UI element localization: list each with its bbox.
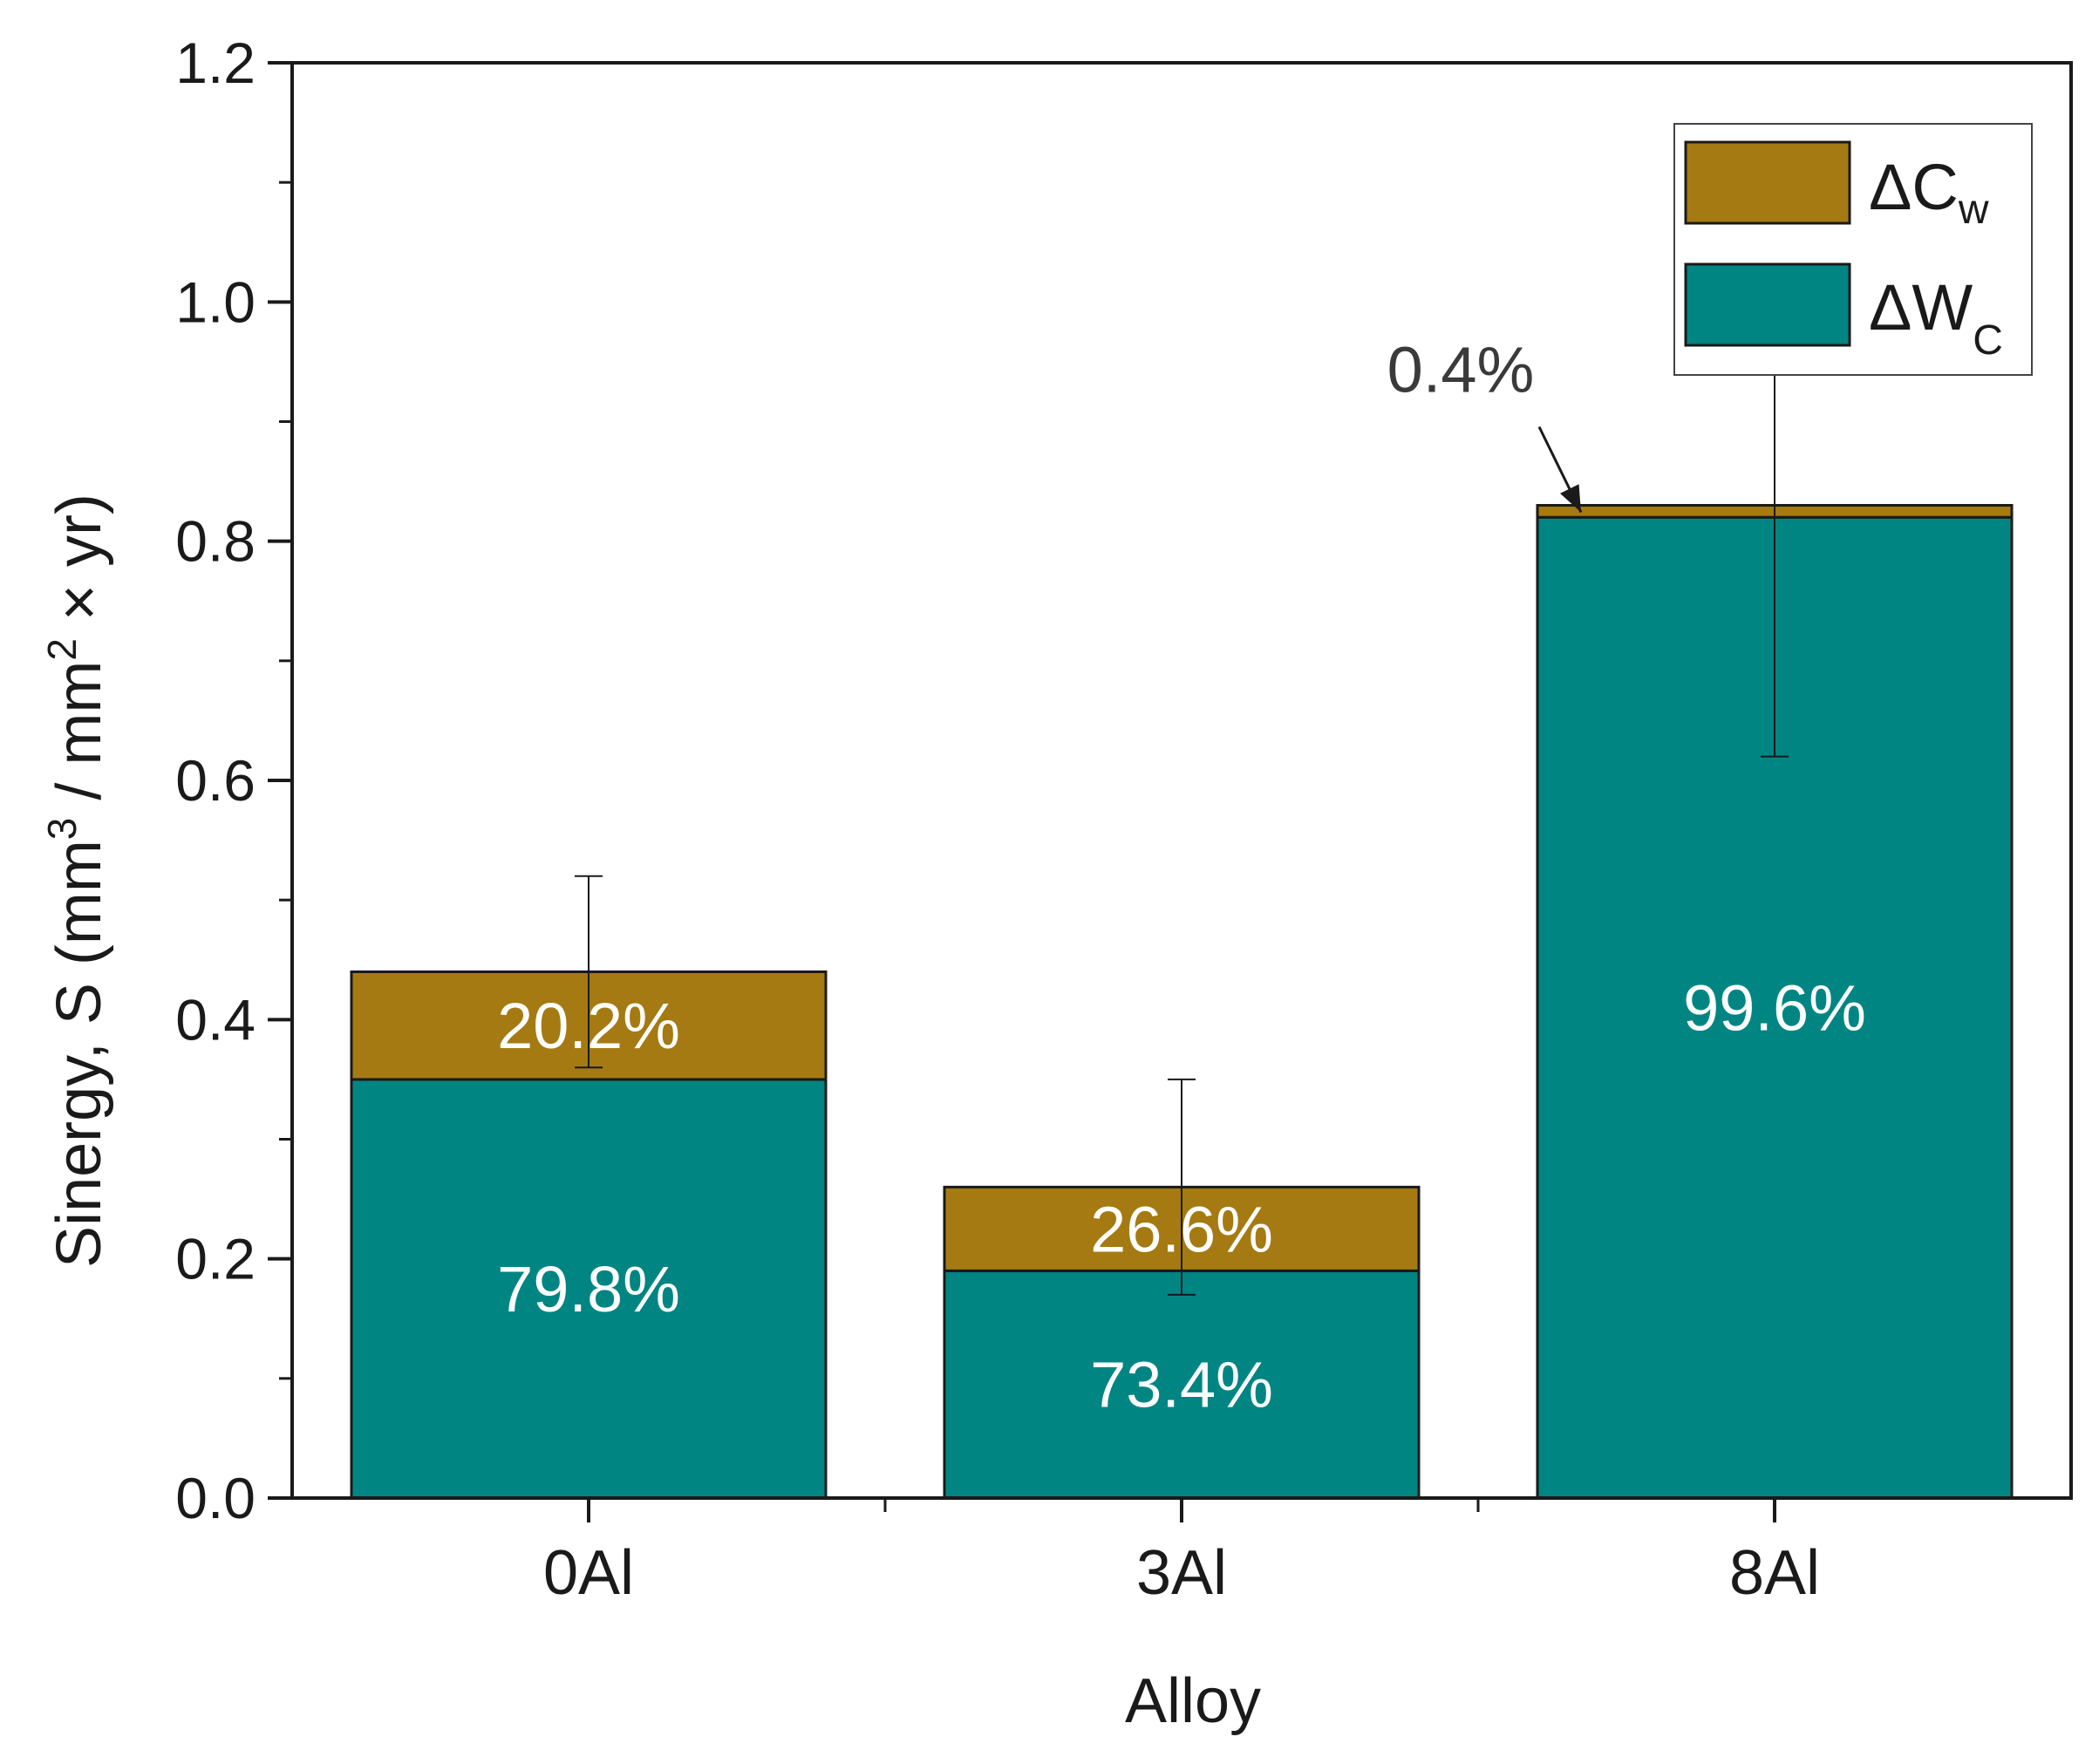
y-axis-title: Sinergy, S (mm3 / mm2 × yr) bbox=[39, 494, 114, 1268]
x-tick-label-0al: 0Al bbox=[543, 1538, 634, 1608]
data-label-wc-0al: 79.8% bbox=[497, 1253, 680, 1325]
plot-area: 0.0 0.2 0.4 0.6 0.8 1.0 1.2 0Al 3Al 8Al 79.8% 20.2%… bbox=[175, 31, 2073, 1608]
data-label-cw-3al: 26.6% bbox=[1090, 1193, 1273, 1265]
y-tick-label: 0.8 bbox=[175, 509, 256, 574]
legend: ΔCw ΔWC bbox=[1673, 123, 2033, 376]
y-tick-label: 0.6 bbox=[175, 748, 256, 813]
x-tick-label-3al: 3Al bbox=[1136, 1538, 1227, 1608]
data-label-wc-8al: 99.6% bbox=[1683, 972, 1866, 1045]
y-tick-label: 1.0 bbox=[175, 269, 256, 334]
data-label-wc-3al: 73.4% bbox=[1090, 1349, 1273, 1421]
data-label-cw-0al: 20.2% bbox=[497, 990, 680, 1062]
legend-swatch-cw bbox=[1684, 140, 1851, 225]
x-axis-title: Alloy bbox=[1125, 1666, 1261, 1736]
legend-swatch-wc bbox=[1684, 262, 1851, 347]
legend-label-cw: ΔCw bbox=[1869, 151, 1989, 233]
callout-arrow-head bbox=[1560, 484, 1581, 513]
y-tick-label: 0.2 bbox=[175, 1227, 256, 1291]
y-tick-label: 0.0 bbox=[175, 1466, 256, 1530]
bar-segment-wc-0al bbox=[350, 1078, 828, 1500]
y-tick-label: 0.4 bbox=[175, 987, 256, 1052]
data-label-cw-8al: 0.4% bbox=[1387, 334, 1535, 406]
legend-label-wc: ΔWC bbox=[1869, 271, 2003, 364]
x-tick-label-8al: 8Al bbox=[1729, 1538, 1820, 1608]
y-tick-label: 1.2 bbox=[175, 31, 256, 95]
